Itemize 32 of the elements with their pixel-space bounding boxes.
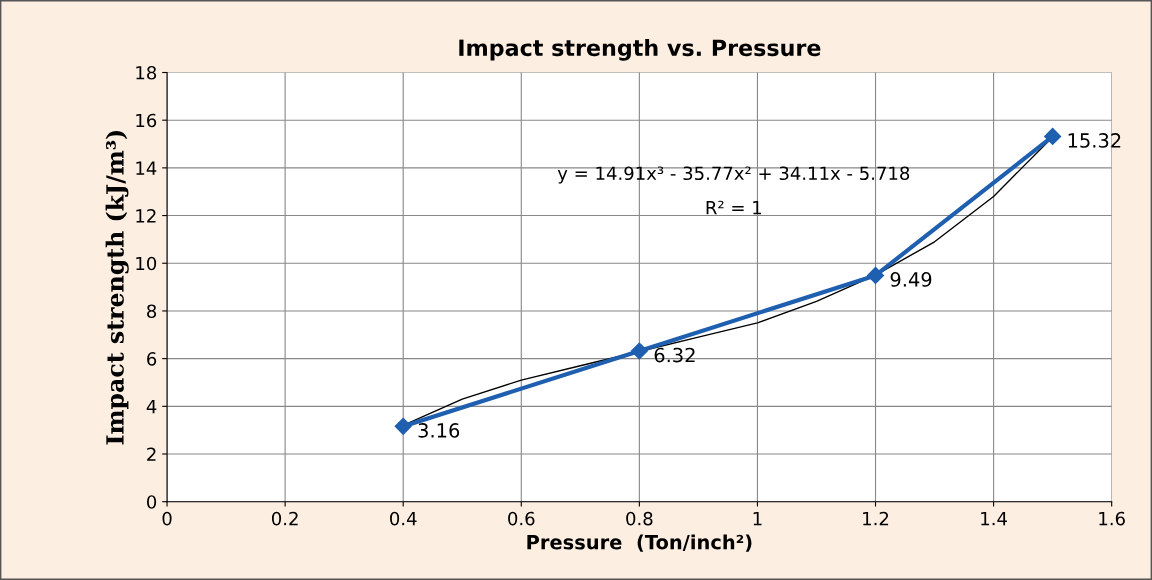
y-tick-label: 0 (147, 495, 157, 509)
data-label: 15.32 (1068, 133, 1121, 148)
annotation: R² = 1 (706, 200, 762, 215)
point (394, 417, 412, 435)
data-label: 6.32 (654, 347, 695, 363)
data-label: 3.16 (418, 423, 460, 438)
y-tick-label: 6 (147, 352, 157, 366)
data-label: 9.49 (890, 272, 932, 287)
point (866, 266, 885, 284)
y-tick-label: 10 (136, 256, 157, 271)
y-tick-label: 2 (147, 447, 156, 461)
y-axis-title: Impact strength (kJ/m³) (105, 130, 129, 445)
annotation: y = 14.91x³ - 35.77x² + 34.11x - 5.718 (557, 166, 910, 184)
x-tick-label: 0.6 (508, 511, 535, 526)
point (1044, 127, 1062, 145)
y-tick-label: 18 (136, 65, 157, 80)
y-tick-label: 14 (136, 161, 157, 175)
point (630, 342, 648, 360)
x-tick-label: 1 (753, 511, 762, 526)
x-tick-label: 0.8 (626, 511, 653, 526)
x-tick-label: 0.4 (390, 511, 417, 526)
chart-title: Impact strength vs. Pressure (459, 38, 821, 61)
x-tick-label: 1.6 (1099, 511, 1125, 526)
y-tick-label: 4 (146, 400, 157, 414)
x-tick-label: 1.4 (981, 511, 1007, 526)
y-tick-label: 12 (136, 209, 156, 223)
x-axis-title: Pressure (Ton/inch²) (527, 534, 752, 552)
y-tick-label: 8 (147, 304, 157, 319)
x-tick-label: 0.2 (271, 511, 298, 526)
x-tick-label: 0 (162, 511, 172, 526)
x-tick-label: 1.2 (863, 511, 889, 526)
y-tick-label: 16 (136, 113, 157, 128)
